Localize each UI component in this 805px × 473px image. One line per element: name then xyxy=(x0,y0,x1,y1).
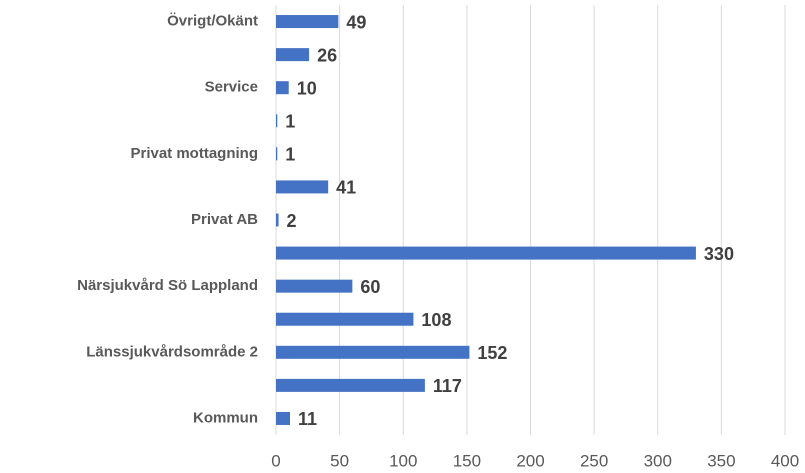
data-label: 26 xyxy=(317,45,337,65)
bar xyxy=(276,246,696,260)
data-label: 49 xyxy=(346,12,366,32)
y-tick-label: Kommun xyxy=(193,409,258,426)
y-tick-label: Service xyxy=(205,79,258,96)
bar xyxy=(276,411,290,425)
x-tick-label: 350 xyxy=(707,451,735,470)
data-label: 60 xyxy=(360,277,380,297)
x-tick-label: 300 xyxy=(644,451,672,470)
bar xyxy=(276,279,353,293)
x-tick-label: 50 xyxy=(330,451,349,470)
data-label: 10 xyxy=(297,78,317,98)
bar xyxy=(276,15,339,29)
data-label: 11 xyxy=(298,409,317,429)
y-tick-label: Privat mottagning xyxy=(130,145,258,162)
bar xyxy=(276,312,414,326)
bar xyxy=(276,147,278,161)
x-tick-label: 400 xyxy=(771,451,799,470)
x-tick-label: 200 xyxy=(516,451,544,470)
data-label: 1 xyxy=(285,112,295,132)
data-label: 117 xyxy=(433,376,462,396)
data-label: 2 xyxy=(287,211,297,231)
y-tick-label: Övrigt/Okänt xyxy=(167,13,258,30)
data-label: 1 xyxy=(285,145,295,165)
y-tick-label: Länssjukvårdsområde 2 xyxy=(86,343,258,360)
bar xyxy=(276,213,279,227)
y-tick-label: Närsjukvård Sö Lappland xyxy=(77,277,258,294)
bar xyxy=(276,378,425,392)
x-tick-label: 100 xyxy=(389,451,417,470)
bar xyxy=(276,345,470,359)
bar xyxy=(276,81,289,95)
y-tick-label: Privat AB xyxy=(191,211,258,228)
data-label: 330 xyxy=(704,244,734,264)
bar xyxy=(276,180,329,194)
data-label: 41 xyxy=(336,178,356,198)
x-tick-label: 150 xyxy=(453,451,481,470)
bar xyxy=(276,114,278,128)
bar xyxy=(276,48,310,62)
x-tick-label: 0 xyxy=(271,451,280,470)
data-label: 152 xyxy=(477,343,507,363)
data-label: 108 xyxy=(421,310,451,330)
x-tick-label: 250 xyxy=(580,451,608,470)
